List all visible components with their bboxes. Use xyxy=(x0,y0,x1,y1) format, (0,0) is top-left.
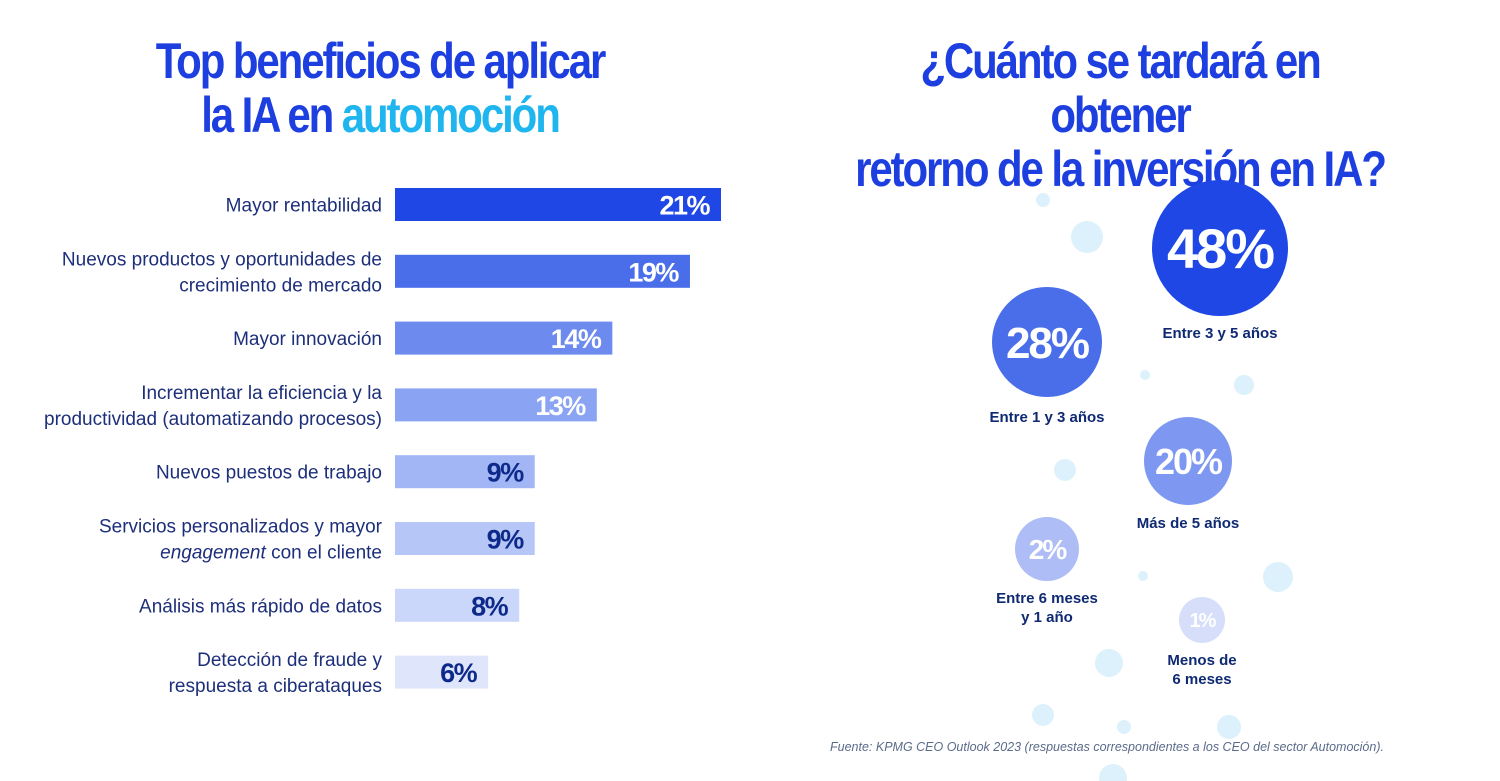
bar-value-label: 13% xyxy=(535,391,586,421)
roi-bubble xyxy=(1179,597,1225,643)
source-note: Fuente: KPMG CEO Outlook 2023 (respuesta… xyxy=(830,740,1384,754)
bar xyxy=(395,522,535,555)
decorative-dot xyxy=(1095,649,1123,677)
bubble-caption: Más de 5 años xyxy=(1137,515,1240,532)
bar xyxy=(395,655,489,689)
category-label: Incrementar la eficiencia y la productivi… xyxy=(44,383,382,430)
bubble-value-label: 28% xyxy=(1006,319,1089,368)
bar xyxy=(395,455,535,489)
bubble-value-label: 2% xyxy=(1029,534,1068,565)
bar-value-label: 9% xyxy=(487,525,525,555)
bar xyxy=(395,188,721,221)
decorative-dot xyxy=(1054,459,1076,481)
bubble-caption: Entre 3 y 5 años xyxy=(1162,325,1277,342)
bubble-caption: Entre 1 y 3 años xyxy=(989,409,1104,426)
decorative-dot xyxy=(1036,193,1050,207)
roi-bubble xyxy=(992,287,1102,397)
bubble-caption: Menos de 6 meses xyxy=(1167,652,1236,688)
left-title-line2-plain: la IA en xyxy=(201,87,342,143)
left-title-line2: la IA en automoción xyxy=(145,88,615,142)
bar-value-label: 6% xyxy=(440,658,478,688)
bar-value-label: 14% xyxy=(551,324,602,354)
right-title-line2: retorno de la inversión en IA? xyxy=(855,141,1387,197)
right-title-line1: ¿Cuánto se tardará en obtener xyxy=(920,33,1321,143)
decorative-dot xyxy=(1071,221,1103,253)
bubble-caption: Entre 6 meses y 1 año xyxy=(996,590,1098,626)
roi-bubble xyxy=(1144,417,1232,505)
bubble-value-label: 20% xyxy=(1155,441,1223,482)
category-label: Detección de fraude y respuesta a ciberat… xyxy=(169,650,383,697)
right-chart-title: ¿Cuánto se tardará en obtener retorno de… xyxy=(851,34,1389,196)
category-label: Mayor rentabilidad xyxy=(226,196,382,217)
category-label: Servicios personalizados y mayor engageme… xyxy=(99,517,383,564)
decorative-dot xyxy=(1099,764,1127,781)
decorative-dot xyxy=(1138,571,1148,581)
bar-value-label: 19% xyxy=(628,257,679,287)
bar xyxy=(395,254,690,288)
left-title-line1: Top beneficios de aplicar xyxy=(155,33,607,89)
bar xyxy=(395,388,597,422)
decorative-dot xyxy=(1117,720,1131,734)
decorative-dot xyxy=(1234,375,1254,395)
bar-value-label: 8% xyxy=(471,591,509,621)
category-label: Mayor innovación xyxy=(233,329,382,350)
decorative-dot xyxy=(1263,562,1293,592)
category-label: Nuevos productos y oportunidades de creci… xyxy=(62,249,382,296)
bar xyxy=(395,588,520,622)
roi-bubble xyxy=(1152,180,1288,316)
decorative-dot xyxy=(1217,715,1241,739)
bubble-value-label: 1% xyxy=(1190,610,1217,632)
left-title-accent-word: automoción xyxy=(341,87,561,143)
decorative-dot xyxy=(1140,370,1150,380)
category-label: Nuevos puestos de trabajo xyxy=(156,463,382,484)
decorative-dot xyxy=(1032,704,1054,726)
bar-value-label: 21% xyxy=(659,191,710,221)
bubble-value-label: 48% xyxy=(1167,217,1274,280)
bar-value-label: 9% xyxy=(487,458,525,488)
category-label: Análisis más rápido de datos xyxy=(139,596,382,617)
bar xyxy=(395,321,613,355)
left-chart-title: Top beneficios de aplicar la IA en autom… xyxy=(145,34,615,142)
roi-bubble xyxy=(1015,517,1079,581)
